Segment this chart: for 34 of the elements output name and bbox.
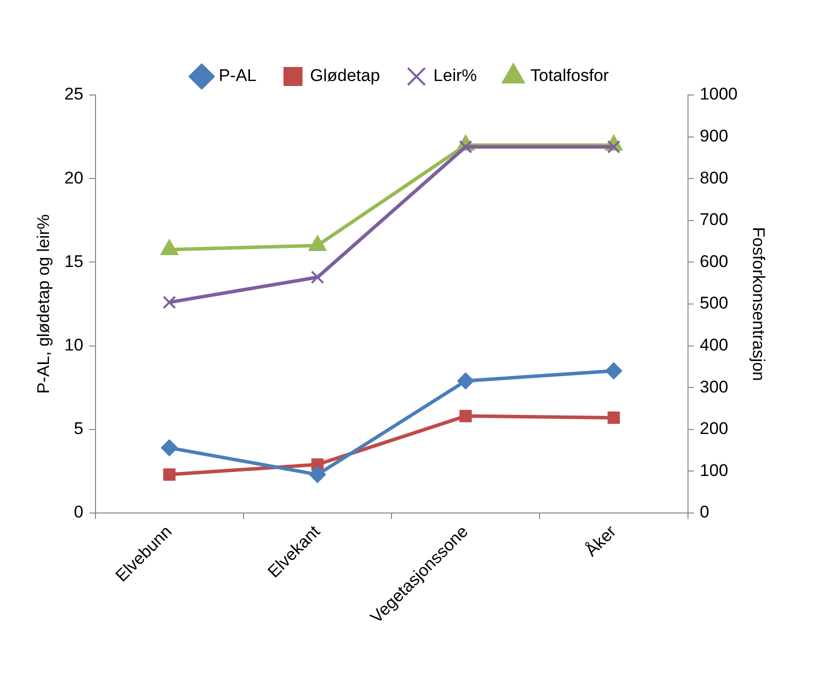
- y-tick-label: 25: [64, 84, 84, 104]
- y-axis-title: P-AL, glødetap og leir%: [34, 214, 53, 394]
- point: [162, 296, 176, 309]
- y-tick-label: 5: [74, 419, 84, 438]
- y2-axis-title: Fosforkonsentrasjon: [749, 226, 768, 382]
- y2-tick-label: 200: [700, 419, 728, 438]
- legend-label: Leir%: [433, 66, 477, 86]
- point: [605, 362, 622, 380]
- y2-tick-label: 700: [700, 210, 728, 230]
- y2-tick-label: 100: [700, 460, 728, 480]
- y-tick-label: 10: [64, 335, 84, 354]
- point: [310, 270, 324, 284]
- point: [459, 410, 472, 422]
- point: [608, 412, 620, 424]
- y2-tick-label: 300: [700, 377, 728, 396]
- y2-tick-label: 400: [700, 335, 728, 354]
- point: [160, 239, 179, 256]
- legend-label: Totalfosfor: [530, 66, 610, 86]
- legend-label: Glødetap: [310, 66, 380, 86]
- y2-tick-label: 600: [700, 252, 728, 271]
- point: [457, 372, 474, 390]
- y2-tick-label: 0: [700, 502, 710, 522]
- y-tick-label: 0: [74, 502, 84, 522]
- legend-label: P-AL: [218, 66, 256, 86]
- y2-tick-label: 800: [700, 168, 728, 188]
- y2-tick-label: 500: [700, 294, 728, 313]
- y-tick-label: 15: [64, 252, 84, 271]
- y2-tick-label: 1000: [700, 84, 738, 104]
- point: [160, 439, 178, 456]
- point: [308, 234, 327, 251]
- point: [308, 466, 326, 484]
- y2-tick-label: 900: [700, 126, 728, 146]
- y-tick-label: 20: [64, 168, 84, 188]
- point: [163, 468, 176, 481]
